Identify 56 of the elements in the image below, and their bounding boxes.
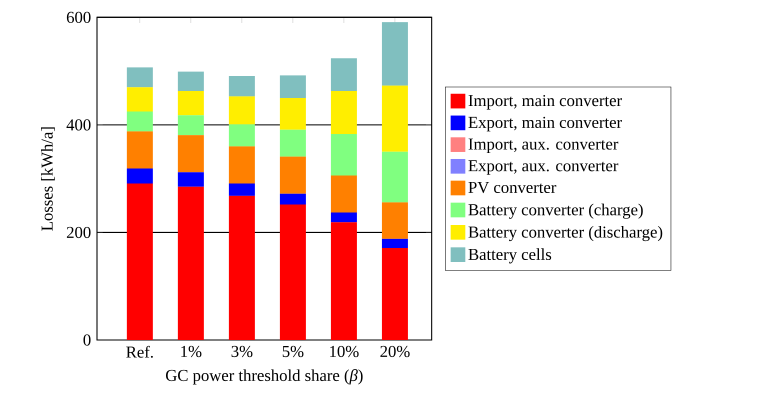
bar xyxy=(382,22,408,86)
y-tick-label: 0 xyxy=(83,334,91,346)
legend-label: Export, aux. converter xyxy=(468,160,618,175)
bar xyxy=(178,72,204,92)
x-tick-label: 5% xyxy=(282,346,304,358)
bar xyxy=(126,131,153,168)
x-tick-label: 10% xyxy=(330,346,359,358)
legend-label: Battery converter (charge) xyxy=(468,204,643,219)
bar xyxy=(382,202,408,239)
y-axis-title: Losses [kWh/a] xyxy=(41,127,55,231)
bar xyxy=(382,152,408,202)
legend-label: Import, aux. converter xyxy=(468,138,618,154)
bar xyxy=(228,184,255,196)
bar xyxy=(382,248,408,340)
x-tick-label: 20% xyxy=(380,346,410,358)
bar xyxy=(330,91,357,134)
bar xyxy=(228,196,255,340)
bar xyxy=(228,124,255,146)
legend-label: Battery cells xyxy=(468,248,552,264)
bar xyxy=(330,134,357,176)
legend-label: Export, main converter xyxy=(468,116,622,132)
bar xyxy=(178,186,204,340)
bar xyxy=(330,212,357,222)
bar xyxy=(178,135,204,172)
bar xyxy=(178,91,204,116)
x-axis-title: GC power threshold share (β) xyxy=(166,369,363,384)
legend-label: Import, main converter xyxy=(468,94,622,110)
bar xyxy=(280,204,306,340)
bar xyxy=(382,238,408,248)
bar xyxy=(178,115,204,136)
bar xyxy=(280,194,306,204)
bar xyxy=(228,96,255,124)
legend-label: Battery converter (discharge) xyxy=(468,226,662,242)
bar xyxy=(330,58,357,92)
bar xyxy=(280,130,306,157)
x-tick-label: 3% xyxy=(232,346,252,358)
bar xyxy=(228,76,255,96)
bar xyxy=(382,86,408,152)
legend-label: PV converter xyxy=(468,182,556,194)
bar xyxy=(330,222,357,340)
bar xyxy=(280,75,306,98)
y-tick-label: 200 xyxy=(66,226,91,238)
bar xyxy=(330,175,357,213)
bar xyxy=(126,67,153,88)
y-tick-label: 400 xyxy=(66,119,91,131)
bar xyxy=(126,87,153,112)
bar xyxy=(280,98,306,130)
bar xyxy=(178,172,204,187)
bar xyxy=(228,146,255,184)
bar xyxy=(126,111,153,132)
x-tick-label: Ref. xyxy=(126,346,153,358)
y-tick-label: 600 xyxy=(66,12,91,23)
bar xyxy=(126,184,153,340)
bar xyxy=(126,168,153,184)
bar xyxy=(280,156,306,194)
x-tick-label: 1% xyxy=(181,346,202,358)
